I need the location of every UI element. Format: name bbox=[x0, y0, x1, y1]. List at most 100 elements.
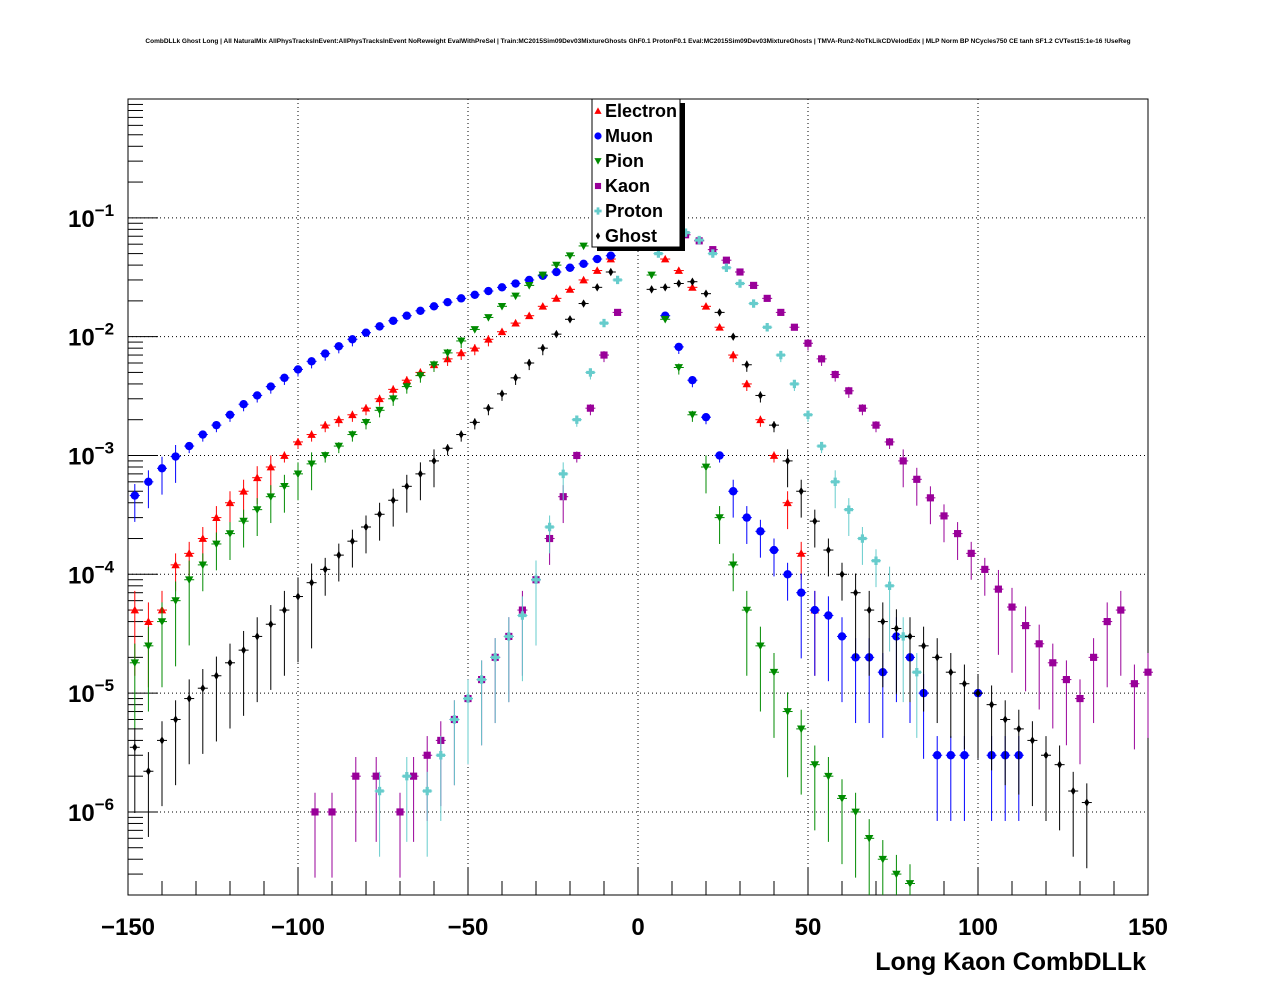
data-point bbox=[559, 469, 568, 479]
data-point bbox=[777, 308, 785, 316]
data-point bbox=[450, 715, 459, 724]
data-series bbox=[129, 225, 1153, 895]
data-point bbox=[715, 323, 724, 331]
data-point bbox=[1049, 659, 1057, 667]
data-point bbox=[429, 361, 439, 369]
data-point bbox=[1057, 760, 1063, 769]
data-point bbox=[130, 659, 139, 667]
data-point bbox=[994, 585, 1002, 593]
data-point bbox=[817, 441, 826, 451]
data-point bbox=[144, 617, 153, 625]
data-point bbox=[790, 379, 799, 389]
x-tick-label: 0 bbox=[631, 914, 644, 941]
data-point bbox=[491, 653, 500, 662]
legend: Electron Muon Pion Kaon Proton Ghost bbox=[591, 98, 685, 251]
data-point bbox=[844, 505, 853, 514]
data-point bbox=[253, 506, 262, 514]
data-point bbox=[899, 632, 908, 641]
data-point bbox=[703, 289, 709, 298]
data-point bbox=[593, 254, 602, 264]
data-point bbox=[322, 565, 328, 574]
data-point bbox=[443, 297, 452, 307]
data-point bbox=[594, 132, 602, 140]
data-point bbox=[417, 469, 423, 479]
data-point bbox=[893, 624, 899, 633]
data-point bbox=[372, 772, 380, 780]
data-point bbox=[717, 308, 723, 317]
data-point bbox=[565, 285, 575, 293]
data-point bbox=[810, 761, 819, 769]
data-point bbox=[457, 337, 466, 346]
data-point bbox=[396, 808, 404, 816]
data-point bbox=[878, 855, 887, 864]
data-point bbox=[594, 207, 602, 215]
data-point bbox=[352, 772, 360, 780]
data-point bbox=[157, 618, 167, 626]
data-point bbox=[545, 522, 554, 532]
data-point bbox=[144, 477, 153, 487]
data-point bbox=[375, 322, 384, 331]
data-point bbox=[803, 410, 813, 419]
data-point bbox=[831, 370, 839, 379]
data-point bbox=[402, 311, 411, 320]
data-point bbox=[701, 463, 711, 472]
data-point bbox=[845, 387, 853, 395]
x-tick-labels: −150 −100 −50 0 50 100 150 bbox=[101, 914, 1168, 941]
data-point bbox=[824, 611, 833, 620]
data-point bbox=[921, 641, 927, 651]
data-point bbox=[266, 462, 275, 471]
series-ghost bbox=[129, 267, 1092, 869]
data-point bbox=[701, 302, 711, 310]
data-point bbox=[839, 570, 845, 579]
y-tick-label: 10−4 bbox=[68, 557, 115, 589]
data-point bbox=[334, 442, 343, 451]
data-point bbox=[1103, 618, 1111, 626]
data-point bbox=[213, 671, 219, 680]
data-point bbox=[824, 772, 833, 781]
data-point bbox=[595, 232, 601, 240]
data-point bbox=[729, 561, 738, 570]
data-point bbox=[975, 688, 981, 698]
data-point bbox=[266, 493, 275, 501]
data-point bbox=[853, 588, 859, 597]
data-point bbox=[742, 513, 751, 522]
data-point bbox=[200, 684, 206, 693]
data-point bbox=[1043, 751, 1049, 760]
data-point bbox=[293, 470, 303, 479]
data-point bbox=[484, 314, 493, 322]
data-point bbox=[934, 653, 940, 662]
data-point bbox=[689, 277, 695, 286]
legend-label-muon: Muon bbox=[605, 126, 653, 146]
data-point bbox=[905, 880, 915, 888]
data-point bbox=[281, 605, 287, 615]
data-point bbox=[241, 645, 247, 655]
data-point bbox=[865, 834, 874, 843]
data-point bbox=[866, 605, 872, 615]
data-point bbox=[1062, 676, 1070, 684]
data-point bbox=[321, 420, 330, 429]
data-point bbox=[662, 283, 668, 292]
x-tick-label: −150 bbox=[101, 914, 155, 941]
data-point bbox=[458, 430, 464, 439]
series-kaon bbox=[310, 231, 1153, 878]
data-point bbox=[729, 487, 738, 496]
data-point bbox=[736, 268, 744, 276]
data-point bbox=[328, 808, 336, 816]
data-point bbox=[293, 437, 303, 446]
data-point bbox=[567, 315, 573, 324]
data-point bbox=[497, 327, 507, 336]
data-point bbox=[688, 283, 697, 291]
data-point bbox=[185, 441, 194, 451]
y-tick-label: 10−3 bbox=[68, 438, 114, 470]
data-point bbox=[253, 391, 262, 400]
data-point bbox=[981, 565, 989, 573]
data-point bbox=[722, 256, 730, 264]
data-point bbox=[431, 456, 437, 466]
data-point bbox=[513, 373, 519, 383]
data-point bbox=[769, 668, 779, 677]
data-point bbox=[307, 357, 316, 366]
data-point bbox=[594, 283, 600, 292]
data-point bbox=[594, 182, 602, 190]
y-tick-label: 10−2 bbox=[68, 320, 114, 352]
data-point bbox=[872, 421, 880, 429]
